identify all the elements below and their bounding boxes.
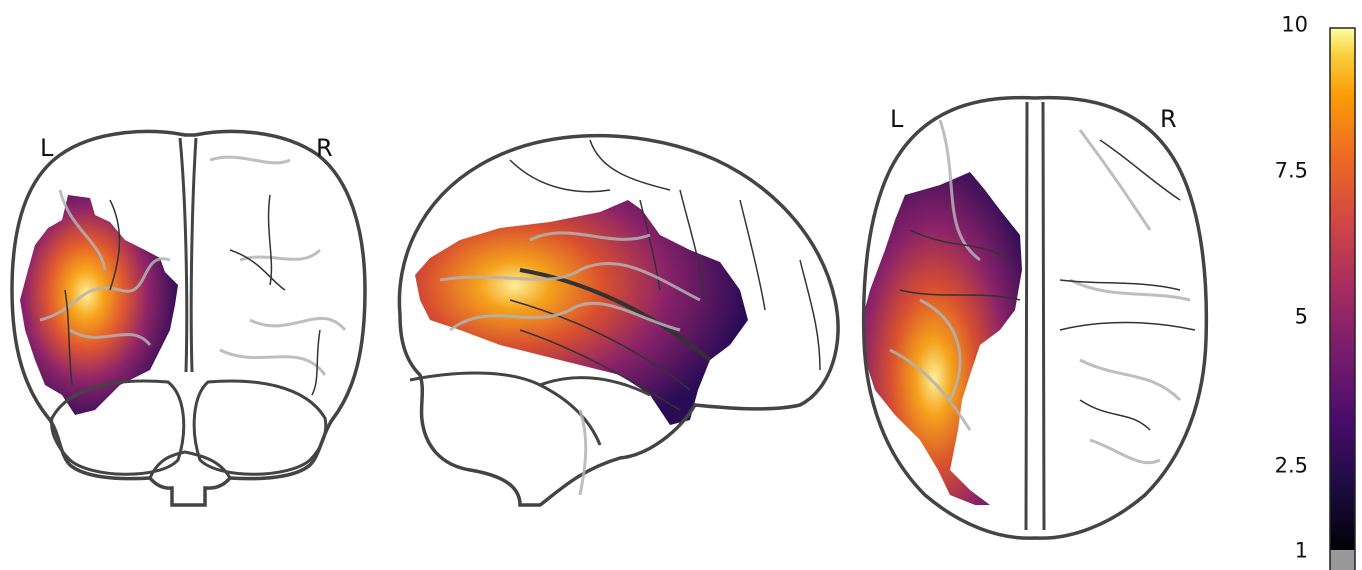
colorbar-tick-2-5: 2.5 — [1274, 453, 1308, 478]
axial-brain-svg — [861, 95, 1209, 540]
axial-activation — [862, 172, 1022, 505]
colorbar: 10 7.5 5 2.5 1 — [1250, 0, 1362, 570]
colorbar-below-threshold — [1330, 550, 1355, 570]
colorbar-tick-1: 1 — [1294, 538, 1308, 563]
sagittal-view — [380, 0, 840, 530]
coronal-right-label: R — [316, 134, 333, 162]
coronal-brain-svg — [10, 129, 367, 507]
colorbar-tick-7-5: 7.5 — [1274, 158, 1308, 183]
colorbar-tick-10: 10 — [1281, 12, 1308, 37]
sagittal-outline — [397, 133, 840, 507]
sagittal-brain-svg — [397, 133, 840, 507]
coronal-left-label: L — [40, 134, 54, 162]
axial-outline — [861, 95, 1209, 540]
coronal-midline — [178, 137, 198, 373]
coronal-view: L R — [0, 0, 380, 530]
coronal-outline — [10, 129, 367, 507]
colorbar-tick-5: 5 — [1294, 304, 1308, 329]
sagittal-activation — [415, 200, 748, 425]
axial-left-label: L — [890, 105, 904, 133]
axial-view: L R — [850, 0, 1220, 545]
colorbar-gradient — [1330, 28, 1355, 550]
axial-right-label: R — [1160, 105, 1177, 133]
colorbar-frame — [1329, 27, 1356, 570]
colorbar-svg — [1329, 27, 1356, 570]
coronal-activation — [20, 195, 178, 415]
